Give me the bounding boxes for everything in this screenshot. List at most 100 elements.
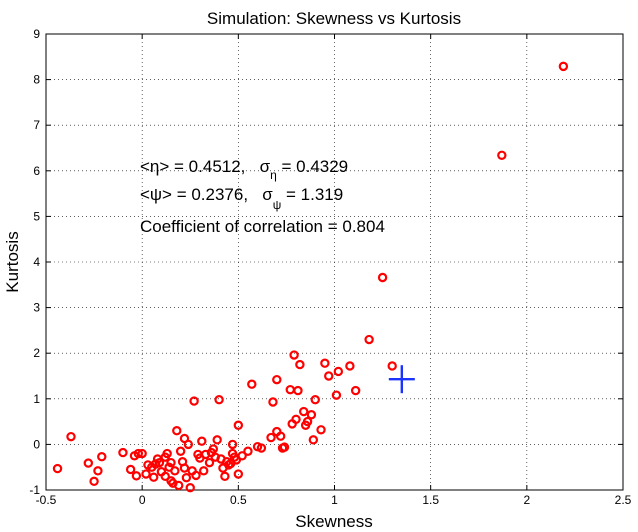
y-tick-label: 8 — [33, 73, 40, 87]
y-tick-label: 7 — [33, 118, 40, 132]
data-point — [320, 358, 330, 368]
data-point — [214, 395, 224, 405]
data-point — [233, 420, 244, 430]
data-point — [83, 458, 94, 468]
data-point — [310, 395, 320, 405]
x-tick-label: 1 — [331, 493, 338, 507]
annotation-eta-sub: η — [270, 168, 277, 182]
data-point — [175, 446, 186, 456]
data-point — [66, 431, 76, 442]
chart-title: Simulation: Skewness vs Kurtosis — [207, 9, 461, 28]
data-point — [162, 448, 172, 459]
data-point — [220, 471, 230, 482]
grid — [46, 34, 623, 490]
data-point — [364, 334, 374, 345]
observed-point-plus — [388, 365, 415, 394]
data-point — [268, 397, 278, 407]
data-point — [149, 472, 159, 482]
data-point — [279, 442, 290, 452]
data-point — [308, 435, 319, 445]
data-point — [212, 435, 222, 445]
ticks: -0.5 0 0.5 1 1.5 2 2.5 -1 0 1 2 3 4 5 6 7 8 9 — [29, 27, 631, 507]
annotation-eta-value: = 0.4329 — [277, 157, 348, 176]
data-point — [97, 452, 107, 462]
x-tick-label: 2 — [523, 493, 530, 507]
data-point — [160, 471, 170, 482]
annotation-psi: <ψ> = 0.2376, σψ = 1.319 — [140, 185, 343, 212]
y-tick-label: 5 — [33, 209, 40, 223]
data-point — [174, 480, 184, 491]
annotation-psi-main: <ψ> = 0.2376, σ — [140, 185, 273, 204]
data-point — [345, 361, 355, 371]
y-tick-label: 6 — [33, 164, 40, 178]
data-point — [295, 359, 305, 370]
data-point — [333, 366, 344, 377]
data-point — [243, 446, 253, 456]
data-point — [93, 466, 103, 476]
annotation-psi-value: = 1.319 — [281, 185, 343, 204]
data-point — [208, 444, 219, 454]
y-tick-label: -1 — [29, 483, 40, 497]
data-point — [350, 385, 361, 396]
data-point — [52, 463, 63, 474]
x-tick-label: 1.5 — [422, 493, 439, 507]
x-axis-label: Skewness — [295, 512, 372, 531]
data-point — [497, 150, 507, 160]
data-point — [558, 61, 569, 72]
data-point — [137, 448, 147, 459]
data-point — [183, 439, 194, 450]
x-tick-label: 0 — [139, 493, 146, 507]
data-point — [166, 457, 176, 468]
data-point — [197, 436, 207, 446]
data-point — [324, 371, 334, 381]
data-point — [291, 414, 301, 425]
y-tick-label: 4 — [33, 255, 40, 269]
data-point — [316, 425, 326, 435]
y-tick-label: 9 — [33, 27, 40, 41]
data-point — [256, 443, 267, 453]
data-point — [185, 483, 195, 493]
y-axis-label: Kurtosis — [3, 231, 22, 292]
data-point — [131, 471, 142, 481]
x-tick-label: 2.5 — [615, 493, 632, 507]
data-point — [227, 439, 238, 450]
data-point — [299, 406, 309, 417]
data-point — [233, 469, 244, 479]
data-point — [387, 361, 397, 371]
data-point — [199, 466, 209, 476]
data-point — [247, 379, 257, 389]
annotation-psi-sub: ψ — [273, 198, 282, 212]
annotation-eta: <η> = 0.4512, ση = 0.4329 — [140, 157, 348, 182]
annotation-eta-main: <η> = 0.4512, σ — [140, 157, 271, 176]
data-point — [306, 410, 317, 420]
x-tick-label: -0.5 — [36, 493, 57, 507]
data-point — [302, 416, 313, 427]
data-point — [118, 447, 128, 458]
data-point — [170, 466, 180, 476]
data-point — [331, 390, 342, 400]
y-tick-label: 0 — [33, 437, 40, 451]
data-point — [272, 374, 282, 385]
data-point — [154, 457, 165, 468]
annotation-correlation: Coefficient of correlation = 0.804 — [140, 217, 385, 236]
data-point — [89, 476, 99, 487]
data-point — [179, 463, 190, 473]
x-tick-label: 0.5 — [230, 493, 247, 507]
data-point — [377, 272, 388, 283]
data-point — [189, 396, 199, 406]
y-tick-label: 3 — [33, 301, 40, 315]
data-point — [172, 426, 182, 436]
data-point — [133, 448, 144, 459]
data-point — [237, 451, 247, 461]
data-point — [293, 385, 303, 396]
data-point — [181, 472, 192, 483]
data-point — [266, 432, 276, 443]
data-marks — [52, 61, 569, 493]
data-point — [191, 470, 201, 481]
data-point — [275, 431, 286, 441]
y-tick-label: 1 — [33, 392, 40, 406]
y-tick-label: 2 — [33, 346, 40, 360]
data-point — [141, 469, 151, 479]
